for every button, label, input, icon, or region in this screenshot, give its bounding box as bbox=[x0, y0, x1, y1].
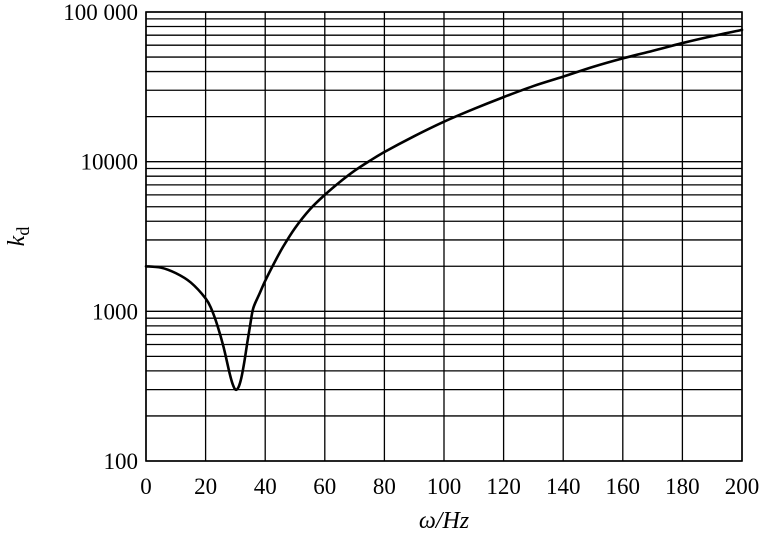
x-tick-label: 120 bbox=[486, 474, 521, 499]
x-tick-label: 80 bbox=[373, 474, 396, 499]
x-gridlines bbox=[145, 12, 743, 461]
plot-frame bbox=[145, 11, 743, 462]
x-axis-title: ω/Hz bbox=[419, 508, 470, 534]
x-tick-label: 100 bbox=[427, 474, 462, 499]
y-tick-label: 10000 bbox=[81, 150, 139, 175]
x-tick-label: 0 bbox=[140, 474, 152, 499]
x-tick-label: 180 bbox=[665, 474, 700, 499]
x-tick-label: 160 bbox=[606, 474, 641, 499]
y-tick-label: 1000 bbox=[92, 299, 138, 324]
x-tick-label: 40 bbox=[254, 474, 277, 499]
x-tick-labels: 0 20 40 60 80 100 120 140 160 180 200 bbox=[140, 474, 759, 499]
y-tick-labels: 100 1000 10000 100 000 bbox=[63, 0, 138, 474]
y-axis-title-main: k bbox=[4, 235, 30, 246]
y-tick-label: 100 bbox=[104, 449, 139, 474]
x-tick-label: 20 bbox=[194, 474, 217, 499]
y-axis-title-subscript: d bbox=[13, 227, 33, 236]
y-tick-label: 100 000 bbox=[63, 0, 138, 25]
y-axis-title: kd bbox=[4, 227, 33, 247]
x-tick-label: 140 bbox=[546, 474, 581, 499]
x-tick-label: 200 bbox=[725, 474, 760, 499]
series-line bbox=[144, 28, 744, 392]
x-tick-label: 60 bbox=[313, 474, 336, 499]
